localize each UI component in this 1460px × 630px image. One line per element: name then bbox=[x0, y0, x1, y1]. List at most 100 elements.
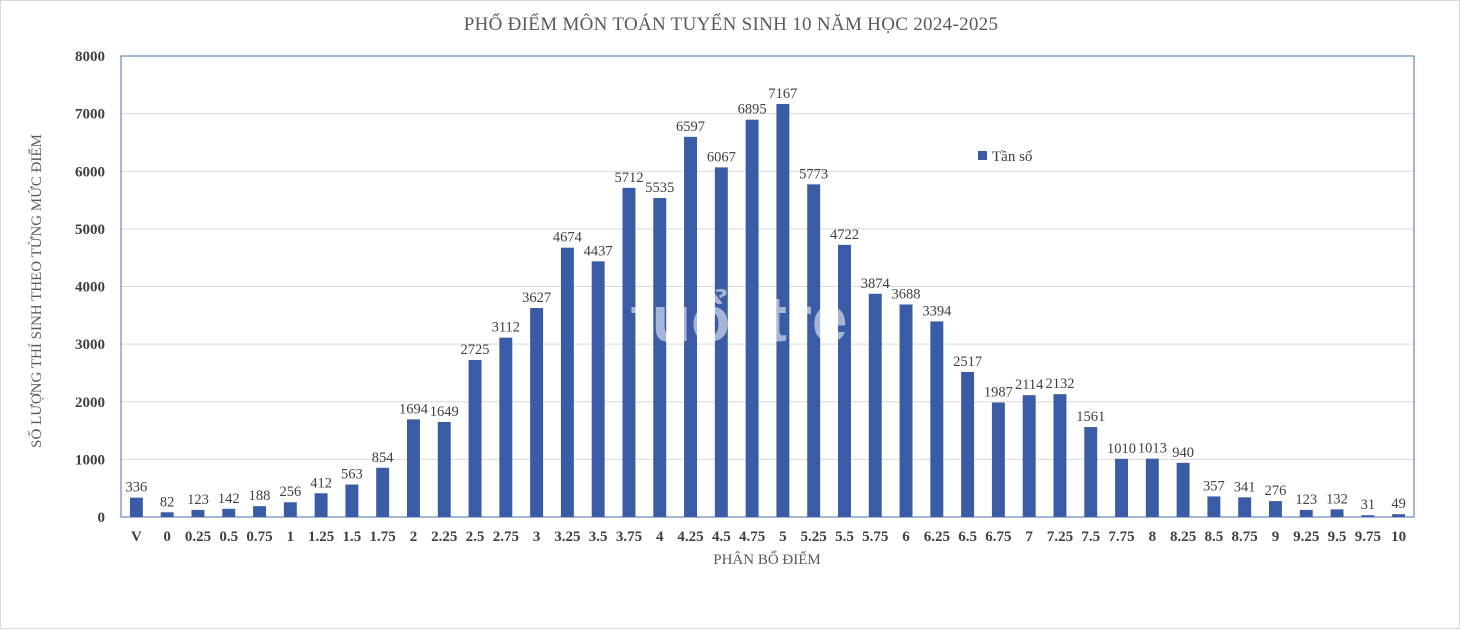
data-label: 1694 bbox=[399, 401, 429, 417]
x-tick-label: 4.25 bbox=[677, 529, 703, 545]
bar bbox=[1330, 509, 1344, 517]
x-tick-label: 3 bbox=[533, 529, 541, 545]
bar bbox=[253, 506, 267, 517]
bar bbox=[1361, 515, 1375, 517]
x-tick-label: 8.5 bbox=[1205, 529, 1224, 545]
data-label: 563 bbox=[341, 467, 363, 483]
data-label: 2725 bbox=[461, 342, 490, 358]
chart-title: PHỔ ĐIỂM MÔN TOÁN TUYỂN SINH 10 NĂM HỌC … bbox=[464, 13, 999, 35]
bar bbox=[468, 359, 482, 517]
bar bbox=[684, 136, 698, 517]
x-tick-label: 4 bbox=[656, 529, 664, 545]
bar bbox=[1268, 501, 1282, 517]
y-tick-label: 4000 bbox=[75, 280, 105, 296]
bar bbox=[899, 304, 913, 517]
bar bbox=[930, 321, 944, 517]
y-tick-label: 5000 bbox=[75, 222, 105, 238]
x-tick-label: 2.25 bbox=[431, 529, 457, 545]
bars bbox=[129, 104, 1406, 518]
x-tick-label: 9.5 bbox=[1328, 529, 1347, 545]
x-tick-label: 6.75 bbox=[985, 529, 1011, 545]
data-label: 940 bbox=[1172, 445, 1194, 461]
y-tick-label: 6000 bbox=[75, 164, 105, 180]
data-label: 336 bbox=[126, 480, 148, 496]
bar bbox=[1084, 427, 1098, 517]
data-label: 5773 bbox=[799, 166, 828, 182]
x-tick-label: 0 bbox=[163, 529, 171, 545]
bar bbox=[283, 502, 297, 517]
x-tick-label: 7 bbox=[1025, 529, 1033, 545]
x-tick-label: 7.25 bbox=[1047, 529, 1073, 545]
x-tick-label: 4.5 bbox=[712, 529, 731, 545]
bar bbox=[129, 497, 143, 517]
data-label: 5712 bbox=[614, 170, 643, 186]
bar bbox=[222, 508, 236, 517]
bar bbox=[591, 261, 605, 517]
data-label: 3394 bbox=[922, 303, 952, 319]
x-tick-label: 6 bbox=[902, 529, 910, 545]
data-label: 4674 bbox=[553, 230, 583, 246]
data-label: 142 bbox=[218, 491, 240, 507]
x-tick-label: 5 bbox=[779, 529, 787, 545]
x-tick-label: 8 bbox=[1149, 529, 1157, 545]
y-tick-label: 2000 bbox=[75, 395, 105, 411]
x-tick-label: 0.25 bbox=[185, 529, 211, 545]
x-tick-label: 1.75 bbox=[370, 529, 396, 545]
bar bbox=[991, 402, 1005, 517]
y-tick-label: 3000 bbox=[75, 337, 105, 353]
x-tick-label: 8.75 bbox=[1232, 529, 1258, 545]
data-label: 5535 bbox=[645, 180, 674, 196]
x-tick-label: 2.5 bbox=[466, 529, 485, 545]
bar bbox=[437, 421, 451, 517]
bar bbox=[1115, 458, 1129, 517]
y-tick-label: 8000 bbox=[75, 49, 105, 65]
bar bbox=[530, 307, 544, 517]
x-tick-label: 6.25 bbox=[924, 529, 950, 545]
x-tick-label: 5.5 bbox=[835, 529, 854, 545]
bar bbox=[1207, 496, 1221, 517]
data-label: 6597 bbox=[676, 119, 705, 135]
bar bbox=[622, 187, 636, 517]
data-label: 82 bbox=[160, 494, 175, 510]
x-tick-label: 9.75 bbox=[1355, 529, 1381, 545]
bar bbox=[653, 198, 667, 517]
watermark-logo: tuổi trẻ bbox=[631, 283, 848, 355]
x-tick-label: 0.75 bbox=[246, 529, 272, 545]
bar bbox=[1238, 497, 1252, 517]
data-label: 341 bbox=[1234, 479, 1256, 495]
bar bbox=[714, 167, 728, 517]
bar bbox=[1022, 395, 1036, 517]
bar bbox=[837, 244, 851, 517]
data-label: 123 bbox=[187, 492, 209, 508]
data-label: 31 bbox=[1361, 497, 1376, 513]
y-tick-label: 0 bbox=[98, 510, 106, 526]
bar bbox=[807, 184, 821, 517]
data-label: 3874 bbox=[861, 276, 891, 292]
x-tick-label: V bbox=[131, 529, 142, 545]
bar bbox=[191, 509, 205, 517]
x-tick-label: 1 bbox=[287, 529, 295, 545]
bar bbox=[499, 337, 513, 517]
legend: Tần số bbox=[978, 149, 1033, 165]
bar bbox=[745, 119, 759, 517]
bar bbox=[160, 512, 174, 517]
data-label: 4437 bbox=[584, 243, 613, 259]
legend-label: Tần số bbox=[992, 149, 1033, 165]
plot-area-border bbox=[120, 55, 1415, 518]
x-tick-label: 3.75 bbox=[616, 529, 642, 545]
y-tick-label: 1000 bbox=[75, 452, 105, 468]
legend-swatch bbox=[978, 151, 987, 160]
x-tick-label: 5.25 bbox=[801, 529, 827, 545]
x-tick-label: 1.25 bbox=[308, 529, 334, 545]
bar bbox=[961, 371, 975, 517]
x-tick-label: 5.75 bbox=[862, 529, 888, 545]
bar bbox=[1053, 394, 1067, 517]
data-label: 4722 bbox=[830, 227, 859, 243]
data-label: 1013 bbox=[1138, 441, 1167, 457]
data-label: 3112 bbox=[492, 320, 520, 336]
bar bbox=[868, 293, 882, 517]
bar bbox=[1392, 514, 1406, 517]
x-tick-label: 0.5 bbox=[219, 529, 238, 545]
